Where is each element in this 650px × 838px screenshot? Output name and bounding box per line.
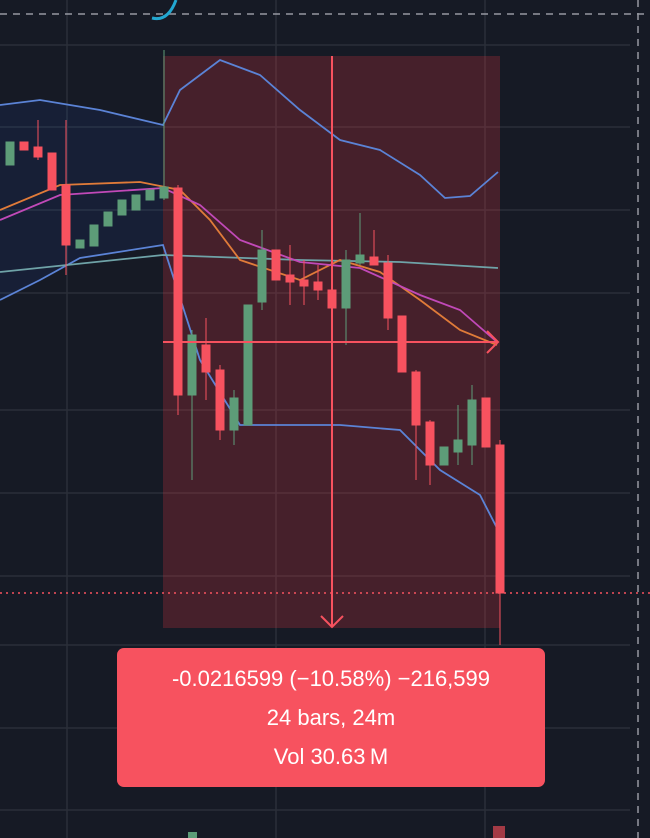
tooltip-volume: Vol 30.63 M <box>274 744 388 769</box>
tooltip-box <box>117 648 545 787</box>
candles <box>5 50 505 645</box>
measure-arrows <box>163 56 500 629</box>
volume-bar <box>493 826 505 838</box>
indicators <box>0 58 499 531</box>
tooltip-bars: 24 bars, 24m <box>267 705 395 730</box>
drawing-stroke <box>151 0 178 21</box>
measure-tooltip: -0.0216599 (−10.58%) −216,599 24 bars, 2… <box>117 648 545 787</box>
tooltip-change: -0.0216599 (−10.58%) −216,599 <box>172 666 490 691</box>
volume-bar <box>188 832 197 838</box>
